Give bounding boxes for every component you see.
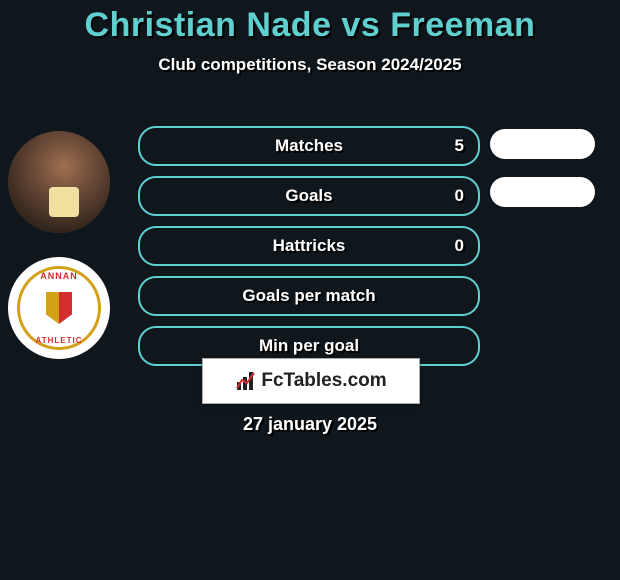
widget-root: Christian Nade vs Freeman Club competiti… xyxy=(0,6,620,580)
comparison-pill xyxy=(490,129,595,159)
avatar-column: ANNAN ATHLETIC xyxy=(8,131,110,359)
stat-label: Matches xyxy=(275,136,343,156)
stat-label: Goals per match xyxy=(242,286,375,306)
snapshot-date: 27 january 2025 xyxy=(0,414,620,435)
stat-value: 5 xyxy=(455,136,464,156)
player-photo-avatar xyxy=(8,131,110,233)
stat-label: Min per goal xyxy=(259,336,359,356)
stat-label: Hattricks xyxy=(273,236,346,256)
brand-badge[interactable]: FcTables.com xyxy=(202,358,420,404)
player-photo xyxy=(8,131,110,233)
club-badge-top-text: ANNAN xyxy=(40,271,78,281)
stat-row: Matches 5 xyxy=(138,126,480,166)
page-title: Christian Nade vs Freeman xyxy=(0,6,620,45)
club-badge-shield xyxy=(46,292,72,324)
stat-row: Goals 0 xyxy=(138,176,480,216)
comparison-pill xyxy=(490,177,595,207)
comparison-pills xyxy=(490,126,595,225)
stat-label: Goals xyxy=(285,186,332,206)
stats-list: Matches 5 Goals 0 Hattricks 0 Goals per match M… xyxy=(138,126,480,376)
stat-value: 0 xyxy=(455,186,464,206)
stat-row: Goals per match xyxy=(138,276,480,316)
stat-value: 0 xyxy=(455,236,464,256)
chart-icon xyxy=(235,370,257,392)
stat-row: Hattricks 0 xyxy=(138,226,480,266)
brand-text: FcTables.com xyxy=(261,370,386,392)
page-subtitle: Club competitions, Season 2024/2025 xyxy=(0,55,620,75)
club-badge: ANNAN ATHLETIC xyxy=(17,266,101,350)
club-badge-bottom-text: ATHLETIC xyxy=(36,336,83,345)
club-badge-avatar: ANNAN ATHLETIC xyxy=(8,257,110,359)
